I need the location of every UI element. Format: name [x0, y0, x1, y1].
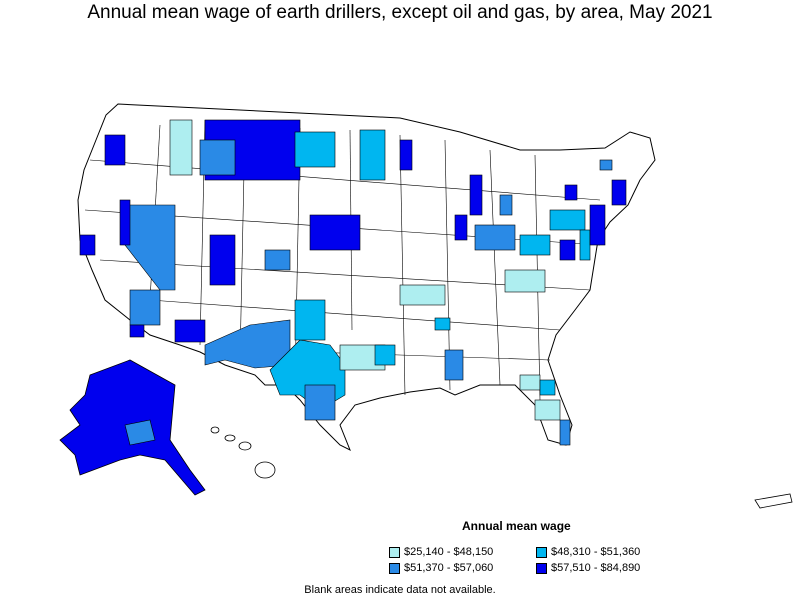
legend-label-1: $25,140 - $48,150 — [404, 546, 494, 558]
legend-swatch-3 — [389, 562, 400, 574]
legend-swatch-2 — [536, 546, 547, 558]
footnote: Blank areas indicate data not available. — [304, 584, 496, 596]
us-wage-map — [59, 103, 793, 509]
alaska-region-2 — [124, 419, 156, 446]
map-title: Annual mean wage of earth drillers, exce… — [87, 2, 713, 23]
legend-swatch-1 — [389, 546, 400, 558]
legend-item-1: $25,140 - $48,150 — [389, 546, 493, 558]
legend-item-3: $51,370 - $57,060 — [389, 562, 493, 574]
wage-regions — [79, 119, 627, 446]
legend-label-2: $48,310 - $51,360 — [551, 546, 641, 558]
hawaii — [210, 426, 276, 479]
puerto-rico — [754, 493, 793, 509]
legend-label-4: $57,510 - $84,890 — [551, 562, 641, 574]
legend-item-4: $57,510 - $84,890 — [536, 562, 640, 574]
legend-swatch-4 — [536, 562, 547, 574]
legend-title: Annual mean wage — [462, 519, 571, 533]
legend-item-2: $48,310 - $51,360 — [536, 546, 640, 558]
legend-label-3: $51,370 - $57,060 — [404, 562, 494, 574]
